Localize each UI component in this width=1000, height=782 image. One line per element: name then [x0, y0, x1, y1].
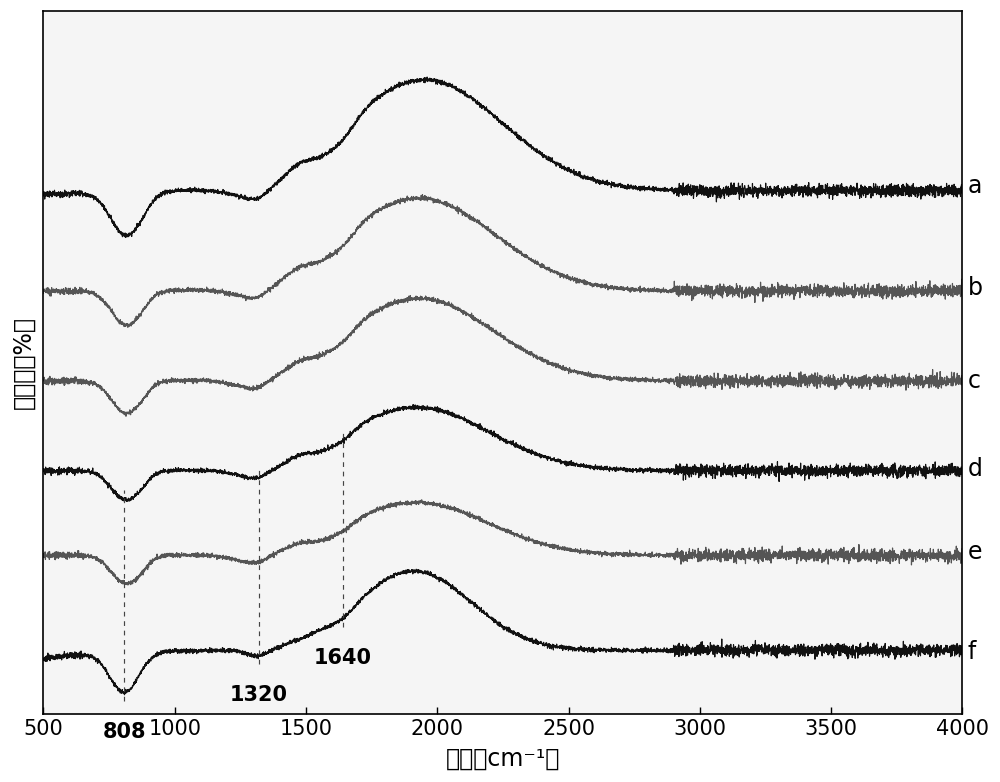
Text: d: d	[968, 457, 983, 481]
Text: e: e	[968, 540, 982, 564]
Y-axis label: 透过率（%）: 透过率（%）	[11, 316, 35, 409]
Text: 808: 808	[103, 722, 146, 742]
Text: b: b	[968, 276, 983, 300]
Text: a: a	[968, 174, 982, 198]
Text: 1320: 1320	[230, 685, 288, 705]
X-axis label: 波数（cm⁻¹）: 波数（cm⁻¹）	[446, 747, 560, 771]
Text: f: f	[968, 640, 976, 664]
Text: 1640: 1640	[314, 648, 372, 668]
Text: c: c	[968, 369, 981, 393]
